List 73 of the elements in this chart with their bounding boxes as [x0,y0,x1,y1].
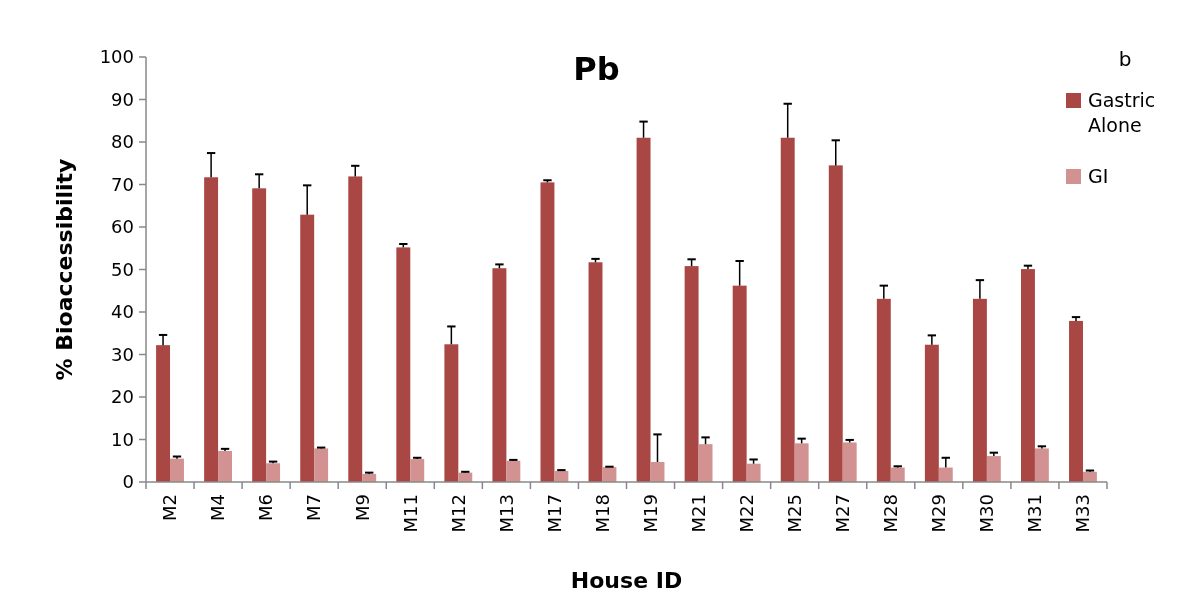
bar [684,266,699,482]
bar [588,262,603,482]
y-tick-label: 40 [111,301,134,323]
y-tick-label: 60 [111,216,134,238]
bar [890,467,905,482]
text: b [1118,47,1132,71]
x-tick-label: M2 [159,494,181,521]
bar [986,456,1001,482]
y-tick-label: 90 [111,88,134,110]
bar [1069,320,1083,482]
bar [636,137,651,482]
bar [1020,269,1035,482]
x-tick-label: M18 [591,494,613,533]
bar [266,463,281,482]
x-tick-label: M12 [447,494,469,533]
bar [156,345,171,482]
bar [314,448,329,482]
bar [396,247,411,482]
bar [924,344,939,482]
bar [938,467,953,482]
legend-label: Gastric Alone [1088,88,1156,137]
x-tick-label: M27 [832,494,854,533]
bar [698,444,713,482]
y-tick-label: 100 [99,46,134,68]
bar [252,188,267,482]
bar [444,344,459,482]
x-tick-label: M29 [928,494,950,533]
bar [1034,448,1049,482]
bar [602,467,617,482]
bar [780,137,795,482]
y-tick-label: 70 [111,173,134,195]
y-tick-label: 0 [122,471,134,493]
x-tick-label: M31 [1024,494,1046,533]
x-tick-label: M9 [351,494,373,521]
bar [794,443,809,482]
bar [540,182,555,482]
bar [506,460,521,482]
x-tick-label: M21 [687,494,709,533]
y-tick-label: 80 [111,131,134,153]
x-tick-label: M7 [303,494,325,521]
bar [492,268,507,482]
x-tick-label: M25 [783,494,805,533]
y-axis-title: % Bioaccessibility [52,158,77,381]
bar [554,470,569,482]
legend-label: GI [1088,164,1109,187]
x-tick-label: M33 [1072,494,1094,533]
bar [972,298,987,482]
x-tick-label: M11 [399,494,421,533]
bar [170,458,184,482]
bar [218,450,233,482]
x-tick-label: M6 [255,494,277,521]
bar [828,165,843,482]
x-tick-label: M22 [735,494,757,533]
y-tick-label: 10 [111,428,134,450]
y-tick-label: 30 [111,343,134,365]
bar [204,177,219,482]
bar [410,459,425,482]
bar [348,176,363,482]
y-tick-label: 20 [111,386,134,408]
x-tick-label: M13 [495,494,517,533]
bar [746,463,761,482]
bar [300,214,315,482]
x-tick-label: M4 [207,494,229,521]
y-tick-label: 50 [111,258,134,280]
x-tick-label: M17 [543,494,565,533]
x-tick-label: M30 [976,494,998,533]
bar [732,285,747,482]
x-tick-label: M28 [880,494,902,533]
bar [842,442,857,482]
x-axis-title: House ID [570,568,683,593]
x-tick-label: M19 [639,494,661,533]
chart-title: Pb [573,50,620,88]
bar [876,298,891,482]
